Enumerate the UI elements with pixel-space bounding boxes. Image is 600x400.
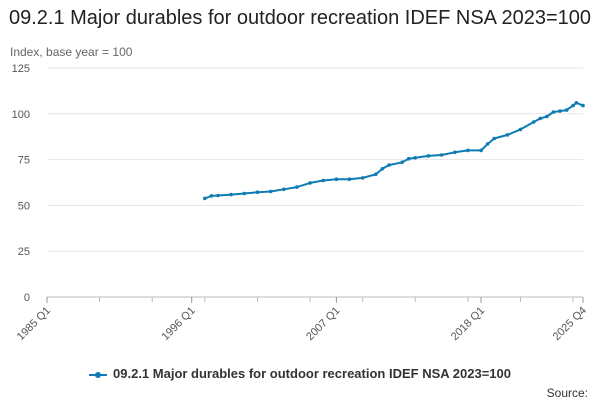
x-tick-label: 2025 Q4 bbox=[551, 305, 589, 343]
data-point[interactable] bbox=[413, 156, 418, 160]
legend-swatch-icon bbox=[89, 370, 108, 380]
data-point[interactable] bbox=[400, 160, 404, 165]
chart-title: 09.2.1 Major durables for outdoor recrea… bbox=[8, 7, 591, 29]
x-tick-label: 1985 Q1 bbox=[15, 305, 53, 343]
data-point[interactable] bbox=[242, 191, 247, 196]
data-point[interactable] bbox=[505, 133, 510, 137]
x-tick-label: 1996 Q1 bbox=[159, 305, 197, 343]
data-point[interactable] bbox=[216, 193, 220, 198]
data-point[interactable] bbox=[255, 190, 260, 194]
data-point[interactable] bbox=[518, 127, 523, 132]
data-series bbox=[203, 101, 585, 201]
data-point[interactable] bbox=[466, 148, 470, 153]
y-tick-label: 125 bbox=[12, 63, 30, 75]
data-point[interactable] bbox=[574, 101, 579, 105]
x-tick-label: 2007 Q1 bbox=[304, 305, 342, 343]
x-tick-label: 2018 Q1 bbox=[449, 305, 487, 343]
data-point[interactable] bbox=[406, 156, 411, 161]
data-point[interactable] bbox=[492, 136, 497, 141]
y-tick-label: 100 bbox=[12, 109, 30, 121]
data-point[interactable] bbox=[571, 103, 575, 108]
data-point[interactable] bbox=[268, 189, 273, 194]
data-point[interactable] bbox=[531, 120, 536, 124]
data-point[interactable] bbox=[426, 154, 431, 158]
data-point[interactable] bbox=[485, 142, 490, 146]
data-point[interactable] bbox=[203, 196, 207, 201]
data-point[interactable] bbox=[453, 150, 457, 155]
data-point[interactable] bbox=[387, 163, 391, 167]
y-axis-label: Index, base year = 100 bbox=[10, 45, 133, 59]
legend-label: 09.2.1 Major durables for outdoor recrea… bbox=[113, 366, 511, 381]
data-point[interactable] bbox=[360, 176, 365, 180]
y-tick-label: 25 bbox=[18, 246, 30, 258]
y-tick-label: 75 bbox=[18, 155, 30, 167]
y-tick-label: 50 bbox=[18, 200, 30, 212]
data-point[interactable] bbox=[209, 194, 214, 198]
source-label: Source: bbox=[546, 386, 588, 400]
data-point[interactable] bbox=[321, 178, 326, 183]
y-axis-ticks: 0 25 50 75 100 125 bbox=[12, 63, 30, 304]
data-point[interactable] bbox=[380, 167, 385, 171]
series-line bbox=[204, 101, 584, 200]
data-point[interactable] bbox=[308, 181, 312, 185]
data-point[interactable] bbox=[439, 153, 444, 157]
data-point[interactable] bbox=[545, 114, 549, 119]
data-point[interactable] bbox=[295, 185, 299, 189]
data-point[interactable] bbox=[564, 108, 569, 112]
data-point[interactable] bbox=[551, 110, 556, 114]
data-point[interactable] bbox=[334, 177, 339, 181]
data-point[interactable] bbox=[347, 177, 352, 181]
data-point[interactable] bbox=[229, 192, 233, 197]
x-axis: 1985 Q1 1996 Q1 2007 Q1 2018 Q1 2025 Q4 bbox=[15, 296, 589, 343]
data-point[interactable] bbox=[479, 148, 483, 153]
data-point[interactable] bbox=[538, 116, 543, 121]
data-point[interactable] bbox=[558, 109, 562, 113]
y-tick-label: 0 bbox=[24, 292, 30, 304]
data-point[interactable] bbox=[282, 187, 286, 192]
legend: 09.2.1 Major durables for outdoor recrea… bbox=[0, 366, 600, 381]
data-point[interactable] bbox=[581, 103, 585, 108]
data-point[interactable] bbox=[374, 172, 378, 177]
